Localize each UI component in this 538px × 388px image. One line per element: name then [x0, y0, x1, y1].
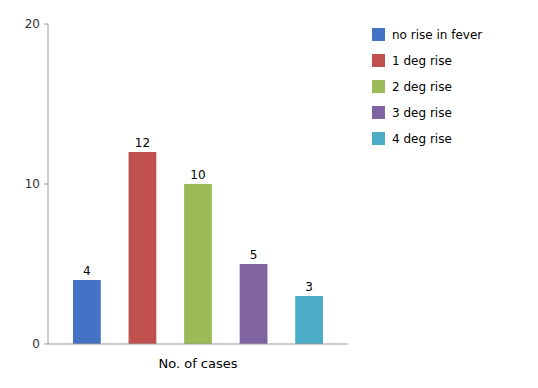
x-axis-line [48, 344, 348, 345]
bar [295, 296, 323, 344]
legend-swatch [372, 132, 385, 145]
data-label: 3 [305, 280, 313, 294]
bar [73, 280, 101, 344]
background [0, 0, 538, 388]
legend-label: 4 deg rise [392, 132, 452, 146]
data-label: 10 [190, 168, 205, 182]
y-tick-label: 0 [32, 337, 40, 351]
bar [129, 152, 157, 344]
chart-container: 0 10 20 4 12 10 5 3 No. of cases no rise in fever… [0, 0, 538, 388]
y-tick-label: 20 [25, 17, 40, 31]
data-label: 4 [83, 264, 91, 278]
y-tick-label: 10 [25, 177, 40, 191]
legend-swatch [372, 28, 385, 41]
x-axis-label: No. of cases [158, 356, 237, 371]
y-tick [44, 184, 48, 185]
legend-swatch [372, 80, 385, 93]
y-tick [44, 24, 48, 25]
chart-svg: 0 10 20 4 12 10 5 3 No. of cases no rise in fever… [0, 0, 538, 388]
legend-swatch [372, 106, 385, 119]
legend-swatch [372, 54, 385, 67]
legend-label: 3 deg rise [392, 106, 452, 120]
y-tick [44, 344, 48, 345]
legend-label: no rise in fever [392, 28, 482, 42]
data-label: 5 [250, 248, 258, 262]
bar [184, 184, 212, 344]
bars [73, 152, 323, 344]
legend: no rise in fever 1 deg rise 2 deg rise 3 de… [372, 28, 482, 146]
bar [240, 264, 268, 344]
legend-label: 1 deg rise [392, 54, 452, 68]
legend-label: 2 deg rise [392, 80, 452, 94]
data-label: 12 [135, 136, 150, 150]
